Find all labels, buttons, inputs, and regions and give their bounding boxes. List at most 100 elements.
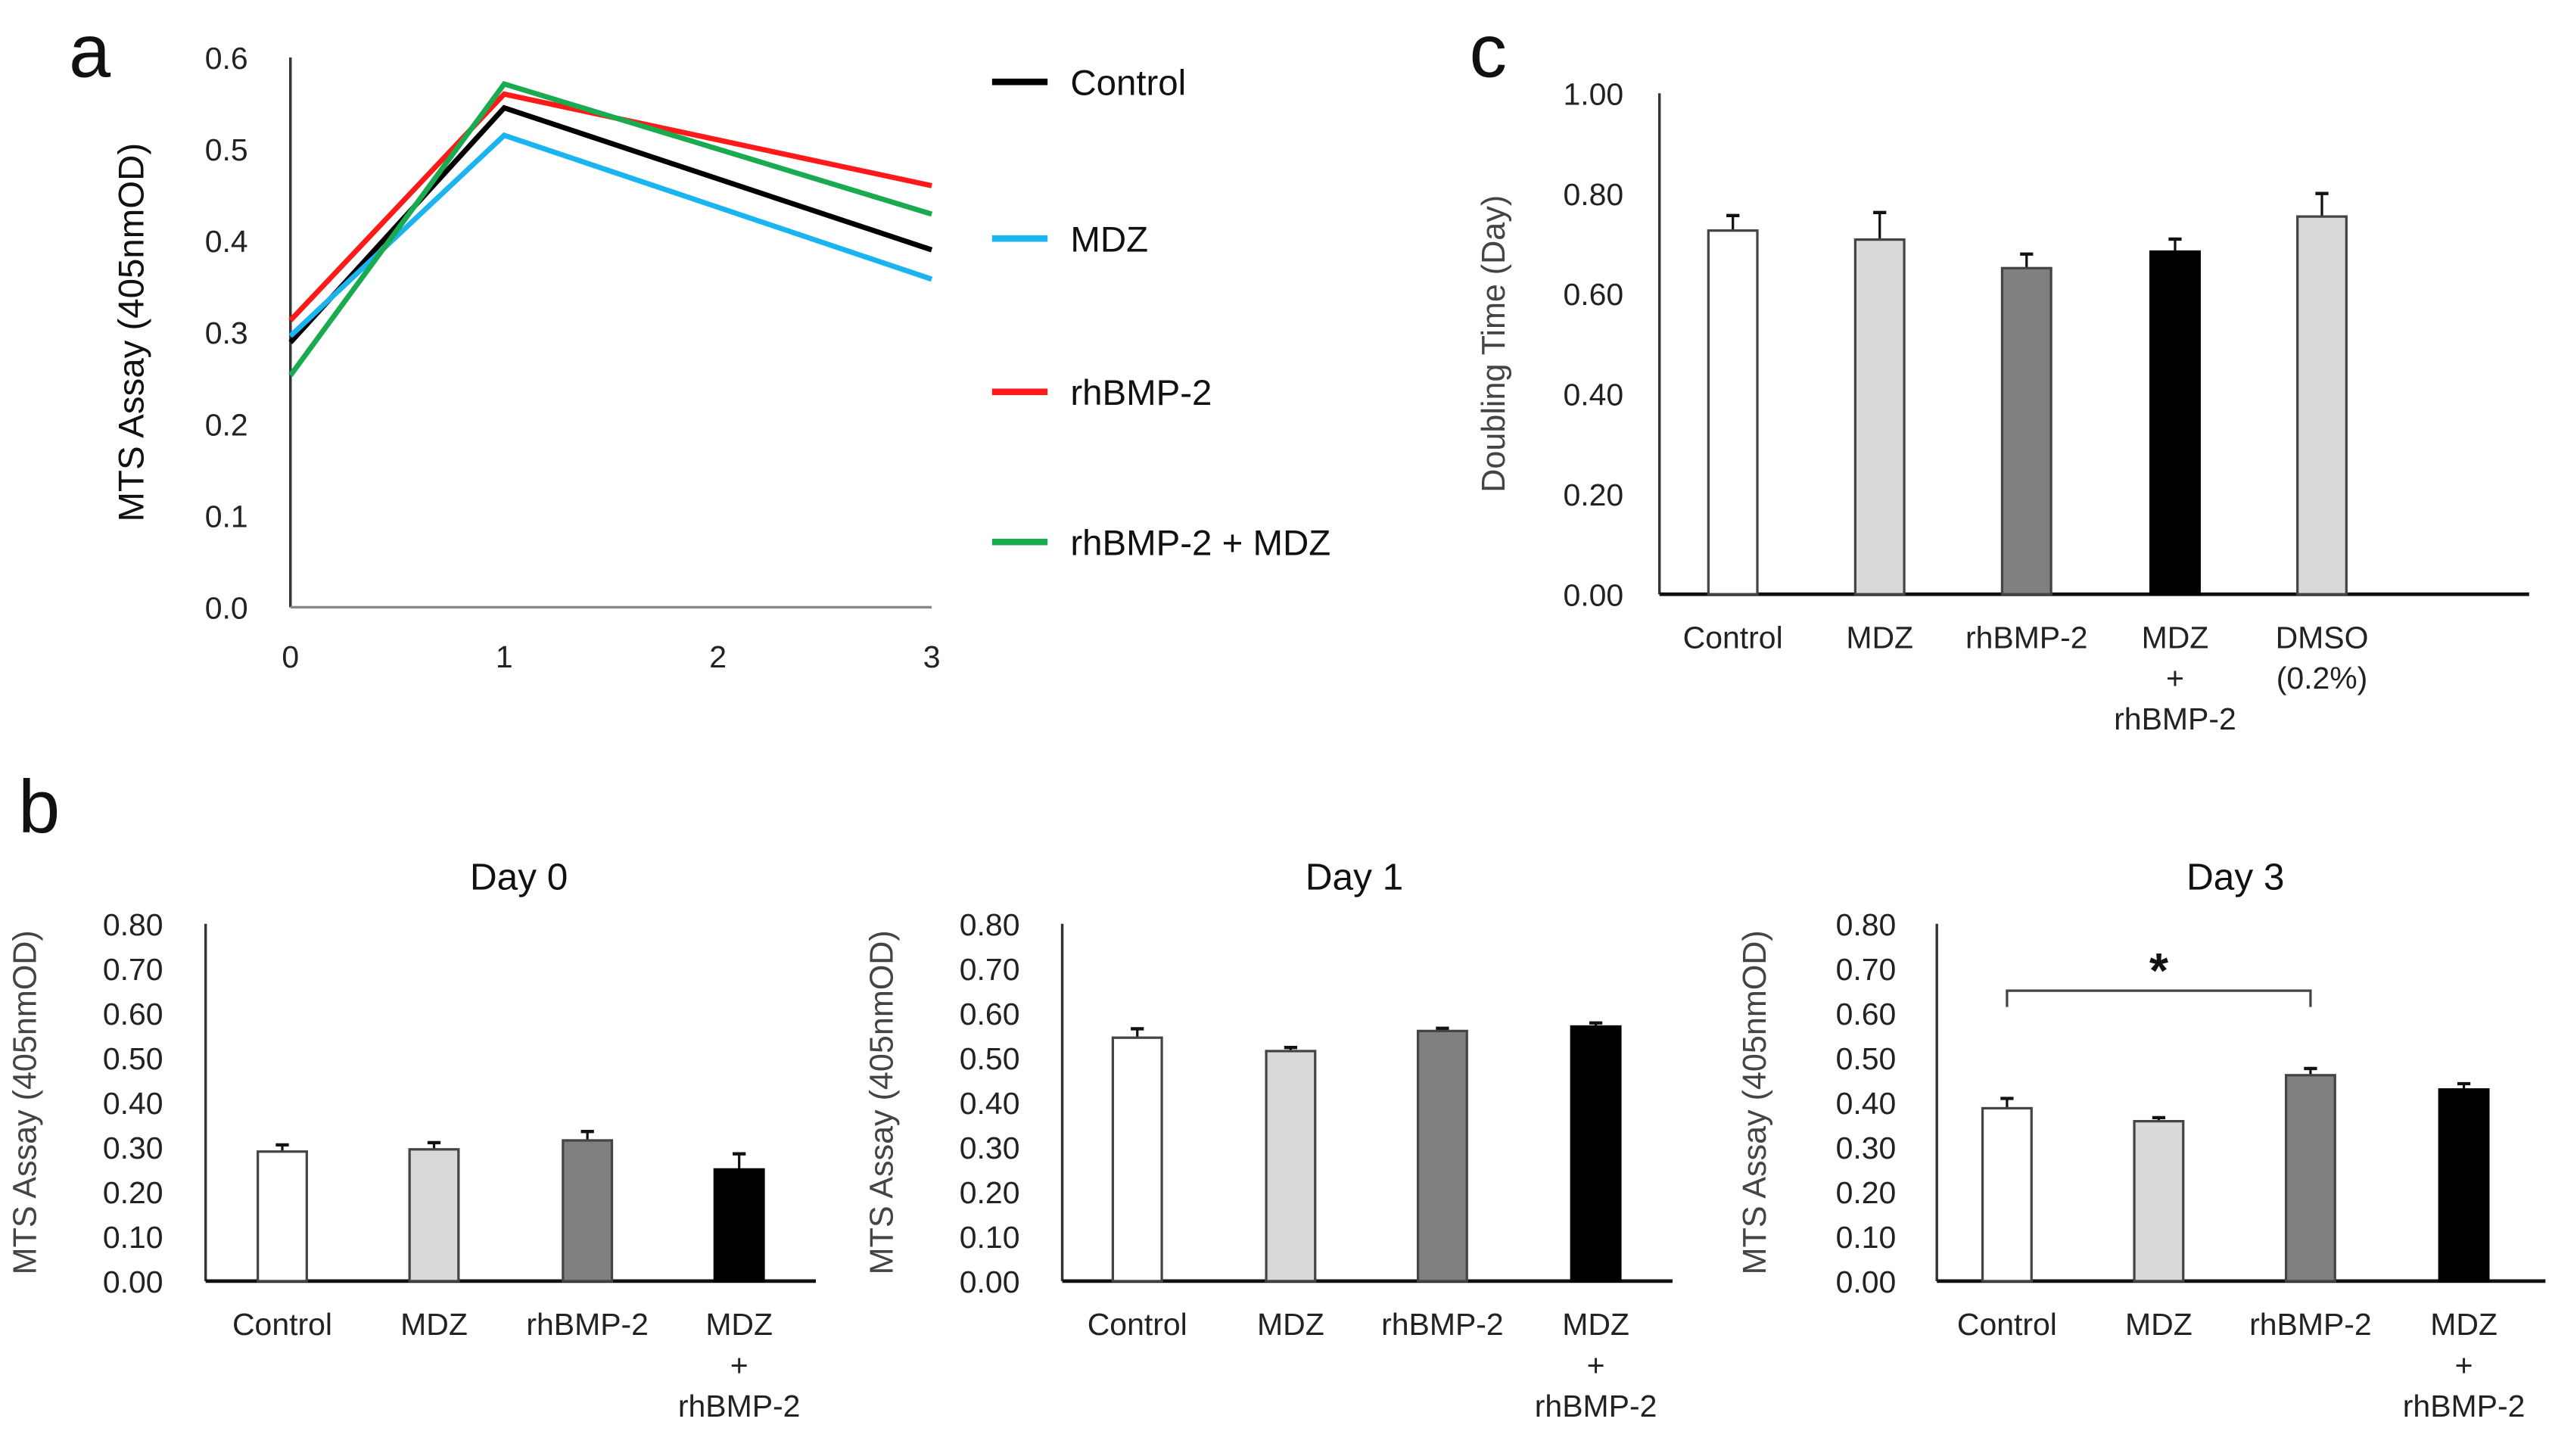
- x-category-label-line: rhBMP-2: [1965, 620, 2088, 655]
- bar-mdz: [1853, 238, 1906, 596]
- chart-b-day1: 0.00 0.10 0.20 0.30 0.40 0.50 0.60 0.70 0.80 MTS …: [864, 855, 1673, 1423]
- panel-label-b: b: [18, 765, 60, 849]
- bar-mdz-rhbmp-2: [713, 1168, 765, 1283]
- y-tick-label: 0.10: [1836, 1220, 1897, 1255]
- chart-c: 0.00 0.20 0.40 0.60 0.80 1.00 Doubling Time (D…: [1476, 76, 2529, 736]
- x-category-label-line: MDZ: [400, 1307, 468, 1342]
- x-category-label-line: MDZ: [1257, 1307, 1324, 1342]
- x-category-label-line: MDZ: [1562, 1307, 1629, 1342]
- x-category-label-line: rhBMP-2: [678, 1389, 801, 1423]
- y-tick-label: 0.80: [960, 907, 1020, 942]
- legend-entry: Control: [991, 63, 1186, 103]
- series-line-rhbmp-2: [288, 91, 932, 322]
- y-tick-label: 0.00: [1564, 577, 1624, 612]
- y-tick-label: 0.40: [960, 1086, 1020, 1121]
- bar-mdz-rhbmp-2: [2149, 250, 2201, 596]
- y-tick-label: 0.70: [103, 952, 163, 987]
- y-tick-label: 0.40: [1836, 1086, 1897, 1121]
- x-category-label: MDZ: [1846, 620, 1913, 655]
- x-category-label-line: Control: [1088, 1307, 1187, 1342]
- x-category-label-line: rhBMP-2: [2249, 1307, 2372, 1342]
- y-tick-label: 0.2: [205, 407, 248, 442]
- x-category-label: Control: [232, 1307, 332, 1342]
- bar-mdz: [2133, 1119, 2185, 1283]
- y-tick-label: 0.10: [960, 1220, 1020, 1255]
- y-tick-label: 0.60: [960, 997, 1020, 1031]
- y-tick-label: 0.20: [1564, 478, 1624, 512]
- legend-entry: rhBMP-2 + MDZ: [991, 523, 1330, 563]
- significance-bracket: [2006, 989, 2312, 1007]
- x-category-label-line: rhBMP-2: [2114, 702, 2236, 736]
- x-category-label: Control: [1957, 1307, 2057, 1342]
- y-tick-label: 0.50: [1836, 1041, 1897, 1076]
- series-line-rhbmp-2-mdz: [288, 80, 933, 378]
- y-tick-label: 0.40: [103, 1086, 163, 1121]
- y-tick-label: 0.30: [103, 1131, 163, 1165]
- y-tick-label: 0.80: [1836, 907, 1897, 942]
- bar-rhbmp-2: [2000, 266, 2052, 596]
- x-category-label-line: +: [2455, 1348, 2473, 1383]
- x-category-label-line: MDZ: [2142, 620, 2209, 655]
- x-category-label-line: +: [730, 1348, 748, 1383]
- y-axis-label: MTS Assay (405nmOD): [1737, 930, 1773, 1274]
- x-tick-label: 1: [496, 639, 513, 674]
- legend-label: rhBMP-2 + MDZ: [1070, 523, 1330, 563]
- charts: 0.0 0.1 0.2 0.3 0.4 0.5 0.6 MTS Assay (405nmOD)…: [7, 41, 2546, 1423]
- y-tick-label: 0.60: [1836, 997, 1897, 1031]
- y-tick-label: 0.30: [960, 1131, 1020, 1165]
- legend-label: rhBMP-2: [1070, 373, 1212, 413]
- y-tick-label: 0.50: [103, 1041, 163, 1076]
- y-tick-label: 0.10: [103, 1220, 163, 1255]
- bar-rhbmp-2: [1416, 1029, 1468, 1283]
- x-category-label: MDZ: [400, 1307, 468, 1342]
- legend-entry: rhBMP-2: [991, 373, 1212, 413]
- panel-label-a: a: [69, 10, 111, 94]
- y-tick-label: 0.70: [960, 952, 1020, 987]
- x-category-label: MDZ: [2125, 1307, 2193, 1342]
- x-tick-label: 2: [709, 639, 727, 674]
- x-category-label-line: rhBMP-2: [1535, 1389, 1657, 1423]
- x-category-label: rhBMP-2: [1381, 1307, 1504, 1342]
- y-axis-label: MTS Assay (405nmOD): [864, 930, 900, 1274]
- bar-control: [1111, 1036, 1163, 1283]
- bar-mdz-rhbmp-2: [1570, 1025, 1622, 1283]
- x-category-label-line: MDZ: [705, 1307, 773, 1342]
- y-tick-label: 0.1: [205, 499, 248, 534]
- x-category-label: DMSO (0.2%): [2276, 620, 2369, 695]
- chart-a: 0.0 0.1 0.2 0.3 0.4 0.5 0.6 MTS Assay (405nmOD)…: [112, 41, 1330, 674]
- x-category-label-line: MDZ: [2125, 1307, 2193, 1342]
- x-category-label-line: Control: [1683, 620, 1783, 655]
- x-category-label-line: rhBMP-2: [526, 1307, 649, 1342]
- series-line-mdz: [288, 132, 933, 338]
- chart-b-day0: 0.00 0.10 0.20 0.30 0.40 0.50 0.60 0.70 0.80 MTS …: [7, 855, 817, 1423]
- x-category-label: MDZ + rhBMP-2: [678, 1307, 801, 1423]
- y-axis-label: MTS Assay (405nmOD): [112, 143, 152, 522]
- x-category-label-line: rhBMP-2: [1381, 1307, 1504, 1342]
- bar-mdz: [408, 1148, 460, 1283]
- y-tick-label: 0.0: [205, 591, 248, 626]
- bar-dmso-0-2-: [2296, 215, 2348, 596]
- y-tick-label: 0.4: [205, 224, 248, 259]
- legend-entry: MDZ: [991, 219, 1148, 260]
- bar-rhbmp-2: [2284, 1074, 2336, 1283]
- x-category-label-line: Control: [232, 1307, 332, 1342]
- series-line-control: [288, 104, 933, 344]
- legend-label: Control: [1070, 63, 1186, 103]
- y-tick-label: 0.60: [103, 997, 163, 1031]
- y-tick-label: 0.20: [960, 1175, 1020, 1210]
- y-tick-label: 0.00: [960, 1265, 1020, 1299]
- y-tick-label: 0.20: [1836, 1175, 1897, 1210]
- x-tick-label: 0: [282, 639, 299, 674]
- y-tick-label: 0.80: [1564, 177, 1624, 212]
- x-category-label-line: MDZ: [2430, 1307, 2498, 1342]
- y-tick-label: 0.70: [1836, 952, 1897, 987]
- y-tick-label: 0.3: [205, 316, 248, 350]
- x-category-label: Control: [1088, 1307, 1187, 1342]
- y-tick-label: 0.5: [205, 132, 248, 167]
- x-category-label: rhBMP-2: [1965, 620, 2088, 655]
- y-axis-label: Doubling Time (Day): [1476, 195, 1512, 493]
- y-tick-label: 0.30: [1836, 1131, 1897, 1165]
- panel-label-c: c: [1469, 10, 1507, 94]
- y-tick-label: 0.80: [103, 907, 163, 942]
